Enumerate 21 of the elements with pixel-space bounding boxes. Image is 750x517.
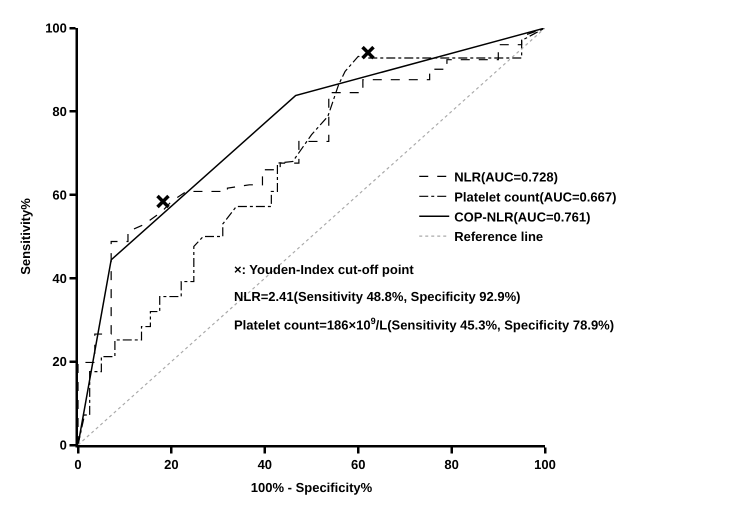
y-tick-label: 100 — [45, 20, 67, 36]
x-tick-label: 80 — [444, 457, 459, 472]
x-axis-title: 100% - Specificity% — [250, 480, 373, 495]
x-tick-label: 0 — [74, 457, 82, 472]
y-axis-title: Sensitivity% — [18, 198, 33, 275]
legend-label: Platelet count(AUC=0.667) — [454, 189, 616, 204]
legend-label: Reference line — [454, 229, 544, 244]
legend-label: COP-NLR(AUC=0.761) — [454, 209, 590, 224]
y-tick-label: 20 — [52, 354, 67, 370]
x-tick-label: 60 — [350, 457, 366, 472]
y-tick-label: 0 — [60, 438, 67, 453]
x-tick-label: 100 — [534, 457, 556, 472]
y-tick-label: 40 — [52, 270, 67, 286]
y-tick-label: 60 — [52, 187, 67, 202]
x-tick-label: 40 — [258, 457, 272, 472]
annotation: NLR=2.41(Sensitivity 48.8%, Specificity 92.9%) — [234, 289, 520, 304]
legend-label: NLR(AUC=0.728) — [454, 169, 558, 184]
annotation: Platelet count=186×10$^{9}$/L(Sensitivity 45.3%, Specificity 78.9%) — [234, 316, 614, 332]
y-tick-label: 80 — [52, 104, 67, 119]
x-tick-label: 20 — [164, 457, 179, 472]
annotation: ×: Youden-Index cut-off point — [234, 262, 414, 277]
